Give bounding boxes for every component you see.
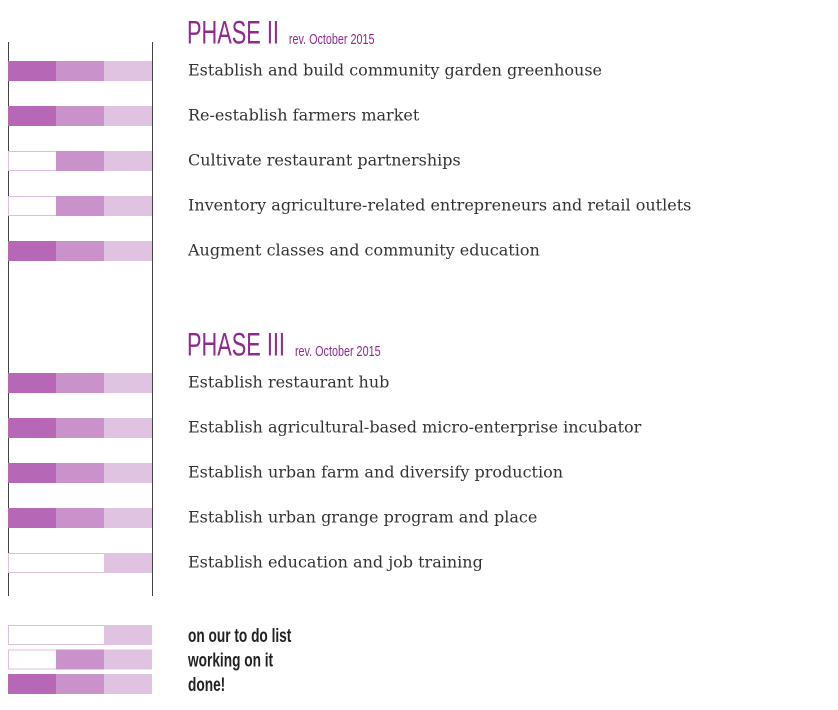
item-label: Establish restaurant hub <box>188 373 389 392</box>
status-segment <box>8 674 56 694</box>
status-segment <box>56 61 104 81</box>
status-segment <box>56 418 104 438</box>
status-segment <box>56 674 104 694</box>
status-segment <box>8 418 56 438</box>
item-label: Establish agricultural-based micro-enter… <box>188 418 642 437</box>
item-label: Establish urban grange program and place <box>188 508 537 527</box>
phase-title: PHASE II <box>187 14 279 50</box>
status-segment <box>104 151 152 171</box>
status-segment <box>104 106 152 126</box>
item-label: Establish education and job training <box>188 553 483 572</box>
status-segment <box>104 463 152 483</box>
status-segment <box>56 373 104 393</box>
status-segment <box>104 196 152 216</box>
status-segment <box>8 373 56 393</box>
item-label: Inventory agriculture-related entreprene… <box>188 196 691 215</box>
item-label: Establish urban farm and diversify produ… <box>188 463 563 482</box>
status-segment <box>104 553 152 573</box>
status-segment <box>8 241 56 261</box>
item-label: Augment classes and community education <box>187 241 540 260</box>
status-segment <box>56 463 104 483</box>
item-label: Re-establish farmers market <box>188 106 420 125</box>
phase-title: PHASE III <box>187 326 285 362</box>
item-label: Establish and build community garden gre… <box>188 61 602 80</box>
phase-revision: rev. October 2015 <box>295 343 381 360</box>
status-segment <box>56 196 104 216</box>
legend-label: on our to do list <box>188 626 292 647</box>
legend-label: done! <box>188 675 225 696</box>
status-segment <box>104 418 152 438</box>
status-segment <box>104 373 152 393</box>
status-segment <box>56 151 104 171</box>
status-segment <box>8 106 56 126</box>
status-segment <box>104 649 152 670</box>
phase-revision: rev. October 2015 <box>289 31 375 48</box>
item-label: Cultivate restaurant partnerships <box>188 151 461 170</box>
status-segment <box>56 241 104 261</box>
status-segment <box>56 649 104 670</box>
status-segment <box>8 61 56 81</box>
status-segment <box>8 508 56 528</box>
status-segment <box>104 508 152 528</box>
status-segment <box>8 463 56 483</box>
status-segment <box>104 674 152 694</box>
legend-label: working on it <box>187 651 273 672</box>
status-segment <box>104 241 152 261</box>
status-segment <box>104 625 152 645</box>
status-segment <box>56 106 104 126</box>
status-segment <box>56 508 104 528</box>
status-segment <box>104 61 152 81</box>
